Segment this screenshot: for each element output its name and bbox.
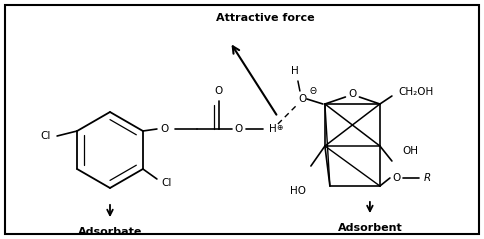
Text: O: O bbox=[299, 94, 307, 104]
Text: Adsorbent: Adsorbent bbox=[337, 223, 402, 233]
Text: O: O bbox=[348, 89, 357, 99]
Text: ⊕: ⊕ bbox=[277, 123, 283, 131]
Text: O: O bbox=[215, 86, 223, 96]
Text: HO: HO bbox=[290, 186, 306, 196]
Text: Cl: Cl bbox=[40, 131, 50, 141]
Text: R: R bbox=[424, 173, 431, 183]
Text: O: O bbox=[235, 124, 243, 134]
Text: Adsorbate: Adsorbate bbox=[78, 227, 142, 237]
Text: H: H bbox=[291, 66, 299, 76]
Text: OH: OH bbox=[402, 146, 418, 156]
Text: Cl: Cl bbox=[162, 178, 172, 188]
Text: O: O bbox=[161, 124, 169, 134]
Text: H: H bbox=[269, 124, 277, 134]
Text: CH₂OH: CH₂OH bbox=[398, 87, 434, 97]
Text: Θ: Θ bbox=[309, 87, 317, 97]
Text: O: O bbox=[393, 173, 401, 183]
Text: Attractive force: Attractive force bbox=[216, 13, 314, 23]
